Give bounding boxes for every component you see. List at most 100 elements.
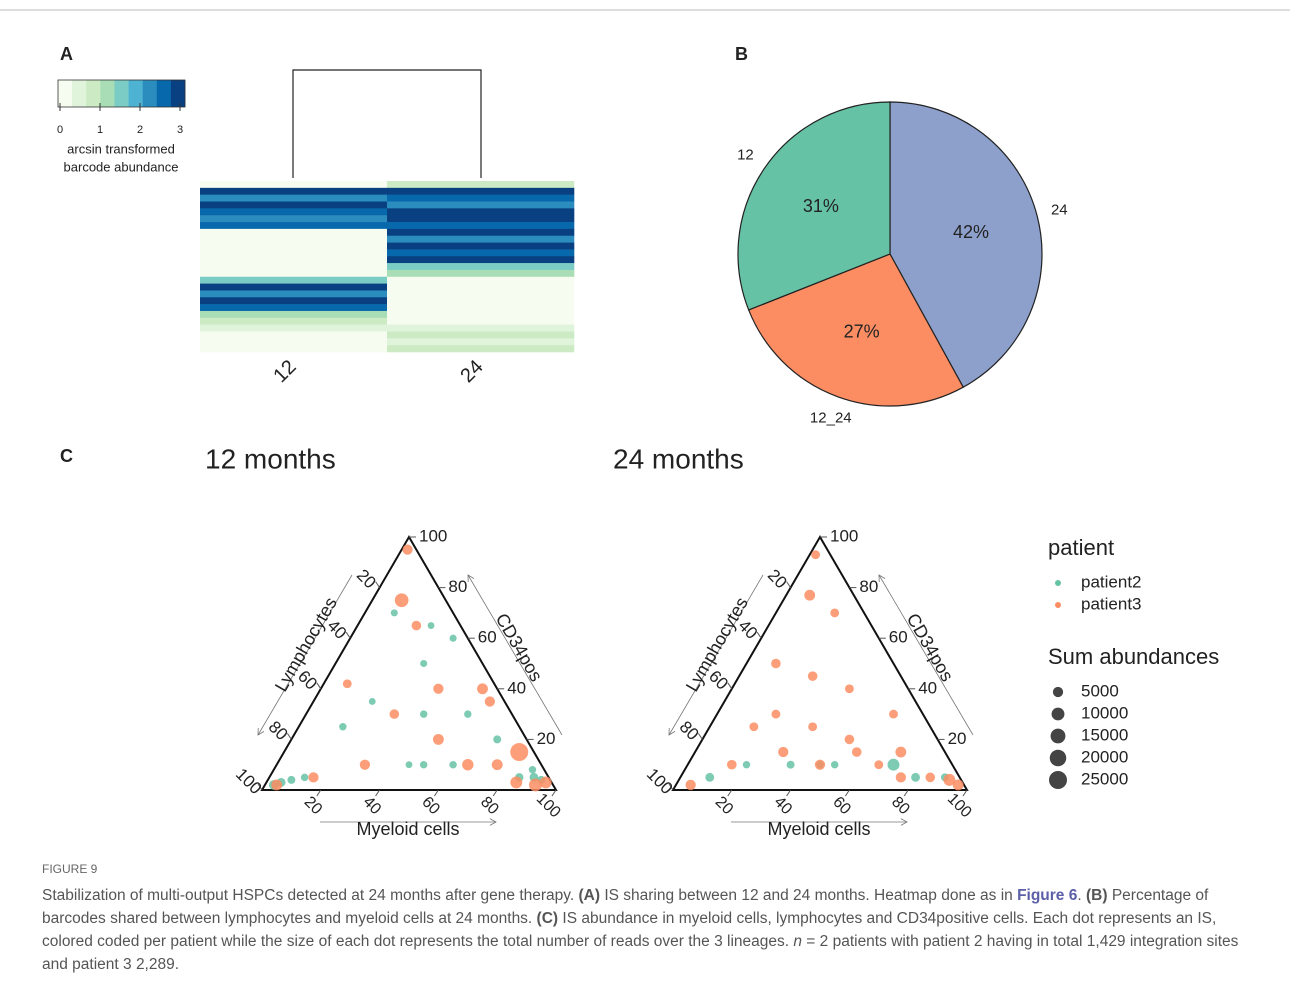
caption-part: . xyxy=(1077,887,1086,904)
heatmap-cell xyxy=(200,249,388,257)
caption-label: FIGURE 9 xyxy=(42,862,98,876)
ternary-point xyxy=(844,734,855,745)
ternary-point xyxy=(952,779,964,791)
colorbar-swatch xyxy=(72,80,87,107)
heatmap-cell xyxy=(200,331,388,339)
ternary-point xyxy=(811,550,821,560)
lymphocytes-tick-label: 100 xyxy=(643,765,676,798)
pie-category-label: 24 xyxy=(1051,201,1068,218)
heatmap-cell xyxy=(387,304,575,312)
ternary-point xyxy=(389,709,400,719)
ternary-point xyxy=(771,709,781,719)
tick-mark xyxy=(962,789,968,797)
ternary-point xyxy=(771,658,781,669)
caption-part: IS abundance in myeloid cells, lymphocyt… xyxy=(42,910,1217,950)
colorbar-swatch xyxy=(128,80,143,107)
colorbar-swatch xyxy=(114,80,129,107)
ternary-point xyxy=(943,773,956,786)
ternary-point xyxy=(539,776,552,789)
cd34-tick-label: 60 xyxy=(889,628,908,647)
ternary-point xyxy=(510,743,529,762)
colorbar-swatch xyxy=(156,80,172,107)
ternary-point xyxy=(464,710,472,718)
heatmap-cell xyxy=(387,338,575,346)
heatmap-cell xyxy=(200,263,388,271)
ternary-point xyxy=(433,683,444,694)
myeloid-tick-label: 20 xyxy=(712,793,737,818)
lymphocytes-tick-label: 80 xyxy=(676,717,703,744)
axis-arrowhead xyxy=(668,727,676,736)
ternary-point xyxy=(895,772,906,783)
pie-category-label: 12 xyxy=(737,147,754,164)
legend-size-label: 10000 xyxy=(1081,703,1128,722)
axis-arrowhead xyxy=(257,727,265,736)
legend-size-dot xyxy=(1051,707,1065,721)
tick-mark xyxy=(433,789,439,797)
ternary-point xyxy=(808,722,818,732)
caption-part[interactable]: Figure 6 xyxy=(1017,887,1078,904)
colorbar-swatch xyxy=(58,80,73,107)
ternary-point xyxy=(844,684,854,694)
tick-mark xyxy=(727,682,733,690)
ternary-point xyxy=(804,589,816,601)
legend-size-dot xyxy=(1049,771,1067,789)
ternary-point xyxy=(830,608,840,618)
heatmap-cell xyxy=(387,345,575,353)
column-label: 12 xyxy=(269,356,300,387)
ternary-point xyxy=(895,746,907,758)
axis-arrow xyxy=(467,574,563,736)
legend-swatch xyxy=(1055,580,1061,586)
heatmap-cell xyxy=(387,276,575,284)
ternary-point xyxy=(419,710,428,718)
pie-value-label: 31% xyxy=(803,196,839,216)
ternary-point xyxy=(477,683,488,695)
chart-title: 24 months xyxy=(613,443,744,474)
ternary-point xyxy=(727,759,737,770)
colorbar-label: arcsin transformed xyxy=(67,141,175,156)
ternary-point xyxy=(874,760,884,770)
caption: FIGURE 9 Stabilization of multi-output H… xyxy=(42,862,1257,976)
heatmap-cell xyxy=(200,317,388,325)
ternary-point xyxy=(911,772,920,782)
ternary-point xyxy=(462,758,474,771)
heatmap-cell xyxy=(387,317,575,325)
heatmap-cell xyxy=(200,187,388,195)
ternary-point xyxy=(390,609,398,617)
tick-mark xyxy=(316,682,322,690)
myeloid-axis-title: Myeloid cells xyxy=(767,819,870,839)
ternary-plot: 202020404040606060808080100100100Myeloid… xyxy=(232,526,564,838)
ternary-point xyxy=(427,622,435,629)
ternary-point xyxy=(528,766,537,774)
ternary-point xyxy=(925,772,936,783)
heatmap-cell xyxy=(200,310,388,319)
heatmap-cell xyxy=(387,222,575,230)
ternary-point xyxy=(778,746,789,758)
tick-mark xyxy=(697,733,703,740)
heatmap-cell xyxy=(200,324,388,332)
heatmap-cell xyxy=(200,345,388,353)
heatmap-cell xyxy=(387,242,575,250)
colorbar-tick-label: 3 xyxy=(177,124,183,136)
legend-label: patient3 xyxy=(1081,594,1142,613)
heatmap-cell xyxy=(200,201,388,209)
cd34-tick-label: 40 xyxy=(918,678,937,697)
panel-label: B xyxy=(735,44,748,64)
axis-arrow xyxy=(878,574,974,736)
axis-arrow xyxy=(668,574,764,736)
ternary-point xyxy=(402,544,413,555)
panel-label: C xyxy=(60,446,73,466)
caption-part: Percentage of barcodes shared between ly… xyxy=(42,887,1209,927)
myeloid-tick-label: 60 xyxy=(829,793,854,818)
ternary-point xyxy=(308,772,319,783)
dendrogram xyxy=(292,69,482,178)
cd34-tick-label: 80 xyxy=(448,577,467,596)
tick-mark xyxy=(668,783,674,791)
ternary-point xyxy=(419,760,428,769)
lymphocytes-tick-label: 80 xyxy=(265,717,292,744)
heatmap-cell xyxy=(200,222,388,230)
heatmap-cell xyxy=(387,324,575,332)
ternary-point xyxy=(342,679,352,689)
pie-value-label: 27% xyxy=(844,321,880,341)
ternary-point xyxy=(449,760,457,769)
